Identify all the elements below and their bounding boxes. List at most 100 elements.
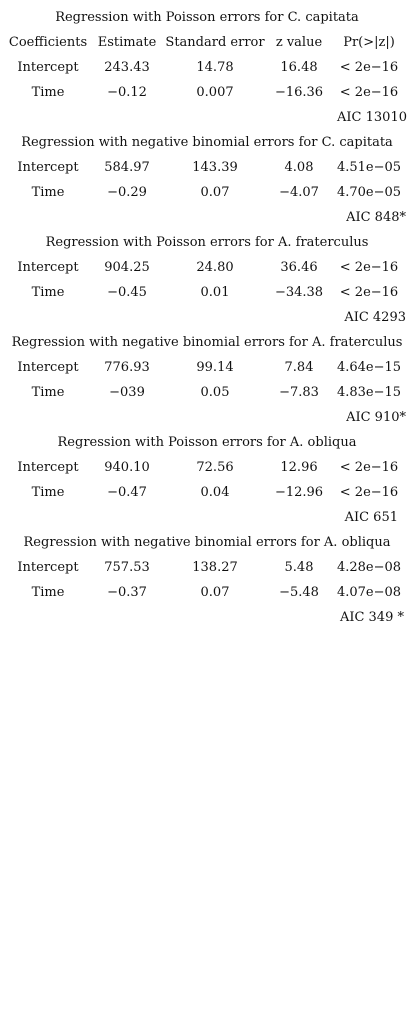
aic-value: AIC 910* (346, 410, 406, 425)
p-value: 4.70e−05 (336, 185, 402, 200)
z-value: −7.83 (279, 385, 319, 400)
aic-row: AIC 848* (0, 205, 416, 230)
block-title: Regression with negative binomial errors… (11, 335, 403, 350)
estimate-value: −0.45 (107, 285, 147, 300)
block-title: Regression with negative binomial errors… (23, 535, 391, 550)
estimate-value: −0.12 (107, 85, 147, 100)
column-header-row: Coefficients Estimate Standard error z v… (0, 30, 416, 55)
z-value: −5.48 (279, 585, 319, 600)
standard-error-value: 24.80 (196, 260, 234, 275)
p-value: < 2e−16 (339, 60, 399, 75)
standard-error-value: 14.78 (196, 60, 234, 75)
row-label: Time (31, 185, 65, 200)
header-standard-error: Standard error (165, 35, 265, 50)
header-estimate: Estimate (97, 35, 157, 50)
table-row: Intercept 940.10 72.56 12.96 < 2e−16 (0, 455, 416, 480)
z-value: −4.07 (279, 185, 319, 200)
aic-value: AIC 4293 (344, 310, 406, 325)
table-row: Time −0.45 0.01 −34.38 < 2e−16 (0, 280, 416, 305)
aic-row: AIC 349 * (0, 605, 416, 630)
p-value: 4.28e−08 (336, 560, 402, 575)
row-label: Intercept (17, 260, 79, 275)
z-value: 36.46 (280, 260, 318, 275)
row-label: Time (31, 385, 65, 400)
p-value: < 2e−16 (339, 85, 399, 100)
header-p-value: Pr(>|z|) (343, 35, 395, 50)
estimate-value: 904.25 (104, 260, 150, 275)
standard-error-value: 143.39 (192, 160, 238, 175)
estimate-value: 776.93 (104, 360, 150, 375)
estimate-value: −0.37 (107, 585, 147, 600)
table-row: Intercept 757.53 138.27 5.48 4.28e−08 (0, 555, 416, 580)
aic-row: AIC 910* (0, 405, 416, 430)
estimate-value: −0.29 (107, 185, 147, 200)
row-label: Intercept (17, 460, 79, 475)
standard-error-value: 99.14 (196, 360, 234, 375)
table-row: Time −0.37 0.07 −5.48 4.07e−08 (0, 580, 416, 605)
standard-error-value: 0.007 (196, 85, 234, 100)
p-value: < 2e−16 (339, 260, 399, 275)
table-row: Time −0.12 0.007 −16.36 < 2e−16 (0, 80, 416, 105)
estimate-value: 757.53 (104, 560, 150, 575)
z-value: −16.36 (274, 85, 324, 100)
block-6-title-row: Regression with negative binomial errors… (0, 530, 416, 555)
block-5-title-row: Regression with Poisson errors for A. ob… (0, 430, 416, 455)
p-value: 4.64e−15 (336, 360, 402, 375)
table-row: Time −039 0.05 −7.83 4.83e−15 (0, 380, 416, 405)
standard-error-value: 0.04 (200, 485, 230, 500)
aic-row: AIC 651 (0, 505, 416, 530)
z-value: 5.48 (284, 560, 314, 575)
z-value: −12.96 (274, 485, 324, 500)
block-2-title-row: Regression with negative binomial errors… (0, 130, 416, 155)
block-1-title-row: Regression with Poisson errors for C. ca… (0, 5, 416, 30)
z-value: −34.38 (274, 285, 324, 300)
row-label: Intercept (17, 360, 79, 375)
table-row: Intercept 584.97 143.39 4.08 4.51e−05 (0, 155, 416, 180)
header-z-value: z value (275, 35, 323, 50)
standard-error-value: 0.07 (200, 185, 230, 200)
table-row: Time −0.47 0.04 −12.96 < 2e−16 (0, 480, 416, 505)
aic-value: AIC 651 (344, 510, 398, 525)
row-label: Intercept (17, 160, 79, 175)
row-label: Time (31, 85, 65, 100)
p-value: 4.51e−05 (336, 160, 402, 175)
block-3-title-row: Regression with Poisson errors for A. fr… (0, 230, 416, 255)
table-row: Time −0.29 0.07 −4.07 4.70e−05 (0, 180, 416, 205)
z-value: 7.84 (284, 360, 314, 375)
table-row: Intercept 904.25 24.80 36.46 < 2e−16 (0, 255, 416, 280)
aic-row: AIC 13010 (0, 105, 416, 130)
p-value: < 2e−16 (339, 485, 399, 500)
p-value: < 2e−16 (339, 285, 399, 300)
standard-error-value: 0.05 (200, 385, 230, 400)
z-value: 16.48 (280, 60, 318, 75)
table-row: Intercept 243.43 14.78 16.48 < 2e−16 (0, 55, 416, 80)
header-coefficients: Coefficients (8, 35, 88, 50)
z-value: 12.96 (280, 460, 318, 475)
aic-value: AIC 848* (346, 210, 406, 225)
block-4-title-row: Regression with negative binomial errors… (0, 330, 416, 355)
row-label: Time (31, 285, 65, 300)
aic-value: AIC 349 * (339, 610, 404, 625)
aic-value: AIC 13010 (337, 110, 407, 125)
standard-error-value: 0.01 (200, 285, 230, 300)
row-label: Intercept (17, 60, 79, 75)
standard-error-value: 0.07 (200, 585, 230, 600)
standard-error-value: 138.27 (192, 560, 238, 575)
row-label: Intercept (17, 560, 79, 575)
row-label: Time (31, 485, 65, 500)
estimate-value: −0.47 (107, 485, 147, 500)
p-value: 4.07e−08 (336, 585, 402, 600)
estimate-value: −039 (109, 385, 145, 400)
estimate-value: 940.10 (104, 460, 150, 475)
aic-row: AIC 4293 (0, 305, 416, 330)
z-value: 4.08 (284, 160, 314, 175)
p-value: 4.83e−15 (336, 385, 402, 400)
row-label: Time (31, 585, 65, 600)
standard-error-value: 72.56 (196, 460, 234, 475)
table-row: Intercept 776.93 99.14 7.84 4.64e−15 (0, 355, 416, 380)
p-value: < 2e−16 (339, 460, 399, 475)
block-title: Regression with Poisson errors for A. ob… (57, 435, 357, 450)
estimate-value: 584.97 (104, 160, 150, 175)
estimate-value: 243.43 (104, 60, 150, 75)
